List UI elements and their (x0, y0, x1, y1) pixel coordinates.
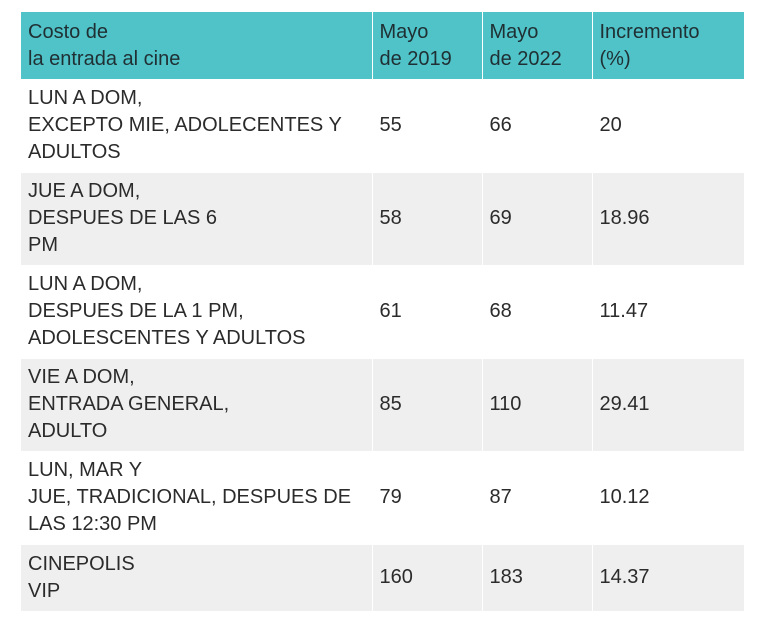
cell-increase: 11.47 (592, 265, 744, 359)
cell-may-2019: 79 (372, 451, 483, 545)
cell-increase: 29.41 (592, 358, 744, 452)
cell-may-2019: 61 (372, 265, 483, 359)
cell-may-2019: 55 (372, 79, 483, 173)
cell-may-2022: 87 (482, 451, 593, 545)
table-body: LUN A DOM, EXCEPTO MIE, ADOLECENTES Y AD… (21, 79, 744, 612)
cell-increase: 18.96 (592, 172, 744, 266)
header-increase: Incremento (%) (592, 12, 744, 79)
cell-increase: 10.12 (592, 451, 744, 545)
table-header: Costo de la entrada al cine Mayo de 2019… (21, 12, 744, 79)
cinema-prices-table: Costo de la entrada al cine Mayo de 2019… (21, 12, 744, 612)
cell-may-2019: 160 (372, 544, 483, 612)
cell-increase: 14.37 (592, 544, 744, 612)
cell-may-2022: 66 (482, 79, 593, 173)
cell-may-2019: 58 (372, 172, 483, 266)
header-row: Costo de la entrada al cine Mayo de 2019… (21, 12, 744, 79)
cell-concept: CINEPOLIS VIP (21, 544, 373, 612)
cell-may-2022: 110 (482, 358, 593, 452)
table-row: LUN A DOM, EXCEPTO MIE, ADOLECENTES Y AD… (21, 79, 744, 173)
cell-may-2022: 183 (482, 544, 593, 612)
table-row: CINEPOLIS VIP 160 183 14.37 (21, 544, 744, 612)
cell-increase: 20 (592, 79, 744, 173)
cell-may-2022: 69 (482, 172, 593, 266)
cell-concept: VIE A DOM, ENTRADA GENERAL, ADULTO (21, 358, 373, 452)
cell-may-2019: 85 (372, 358, 483, 452)
header-concept: Costo de la entrada al cine (21, 12, 373, 79)
table-row: LUN A DOM, DESPUES DE LA 1 PM, ADOLESCEN… (21, 265, 744, 359)
header-may-2019: Mayo de 2019 (372, 12, 483, 79)
table-row: JUE A DOM, DESPUES DE LAS 6 PM 58 69 18.… (21, 172, 744, 266)
cell-may-2022: 68 (482, 265, 593, 359)
header-may-2022: Mayo de 2022 (482, 12, 593, 79)
cell-concept: LUN A DOM, DESPUES DE LA 1 PM, ADOLESCEN… (21, 265, 373, 359)
table-row: LUN, MAR Y JUE, TRADICIONAL, DESPUES DE … (21, 451, 744, 545)
cell-concept: LUN A DOM, EXCEPTO MIE, ADOLECENTES Y AD… (21, 79, 373, 173)
cell-concept: LUN, MAR Y JUE, TRADICIONAL, DESPUES DE … (21, 451, 373, 545)
table-row: VIE A DOM, ENTRADA GENERAL, ADULTO 85 11… (21, 358, 744, 452)
cell-concept: JUE A DOM, DESPUES DE LAS 6 PM (21, 172, 373, 266)
